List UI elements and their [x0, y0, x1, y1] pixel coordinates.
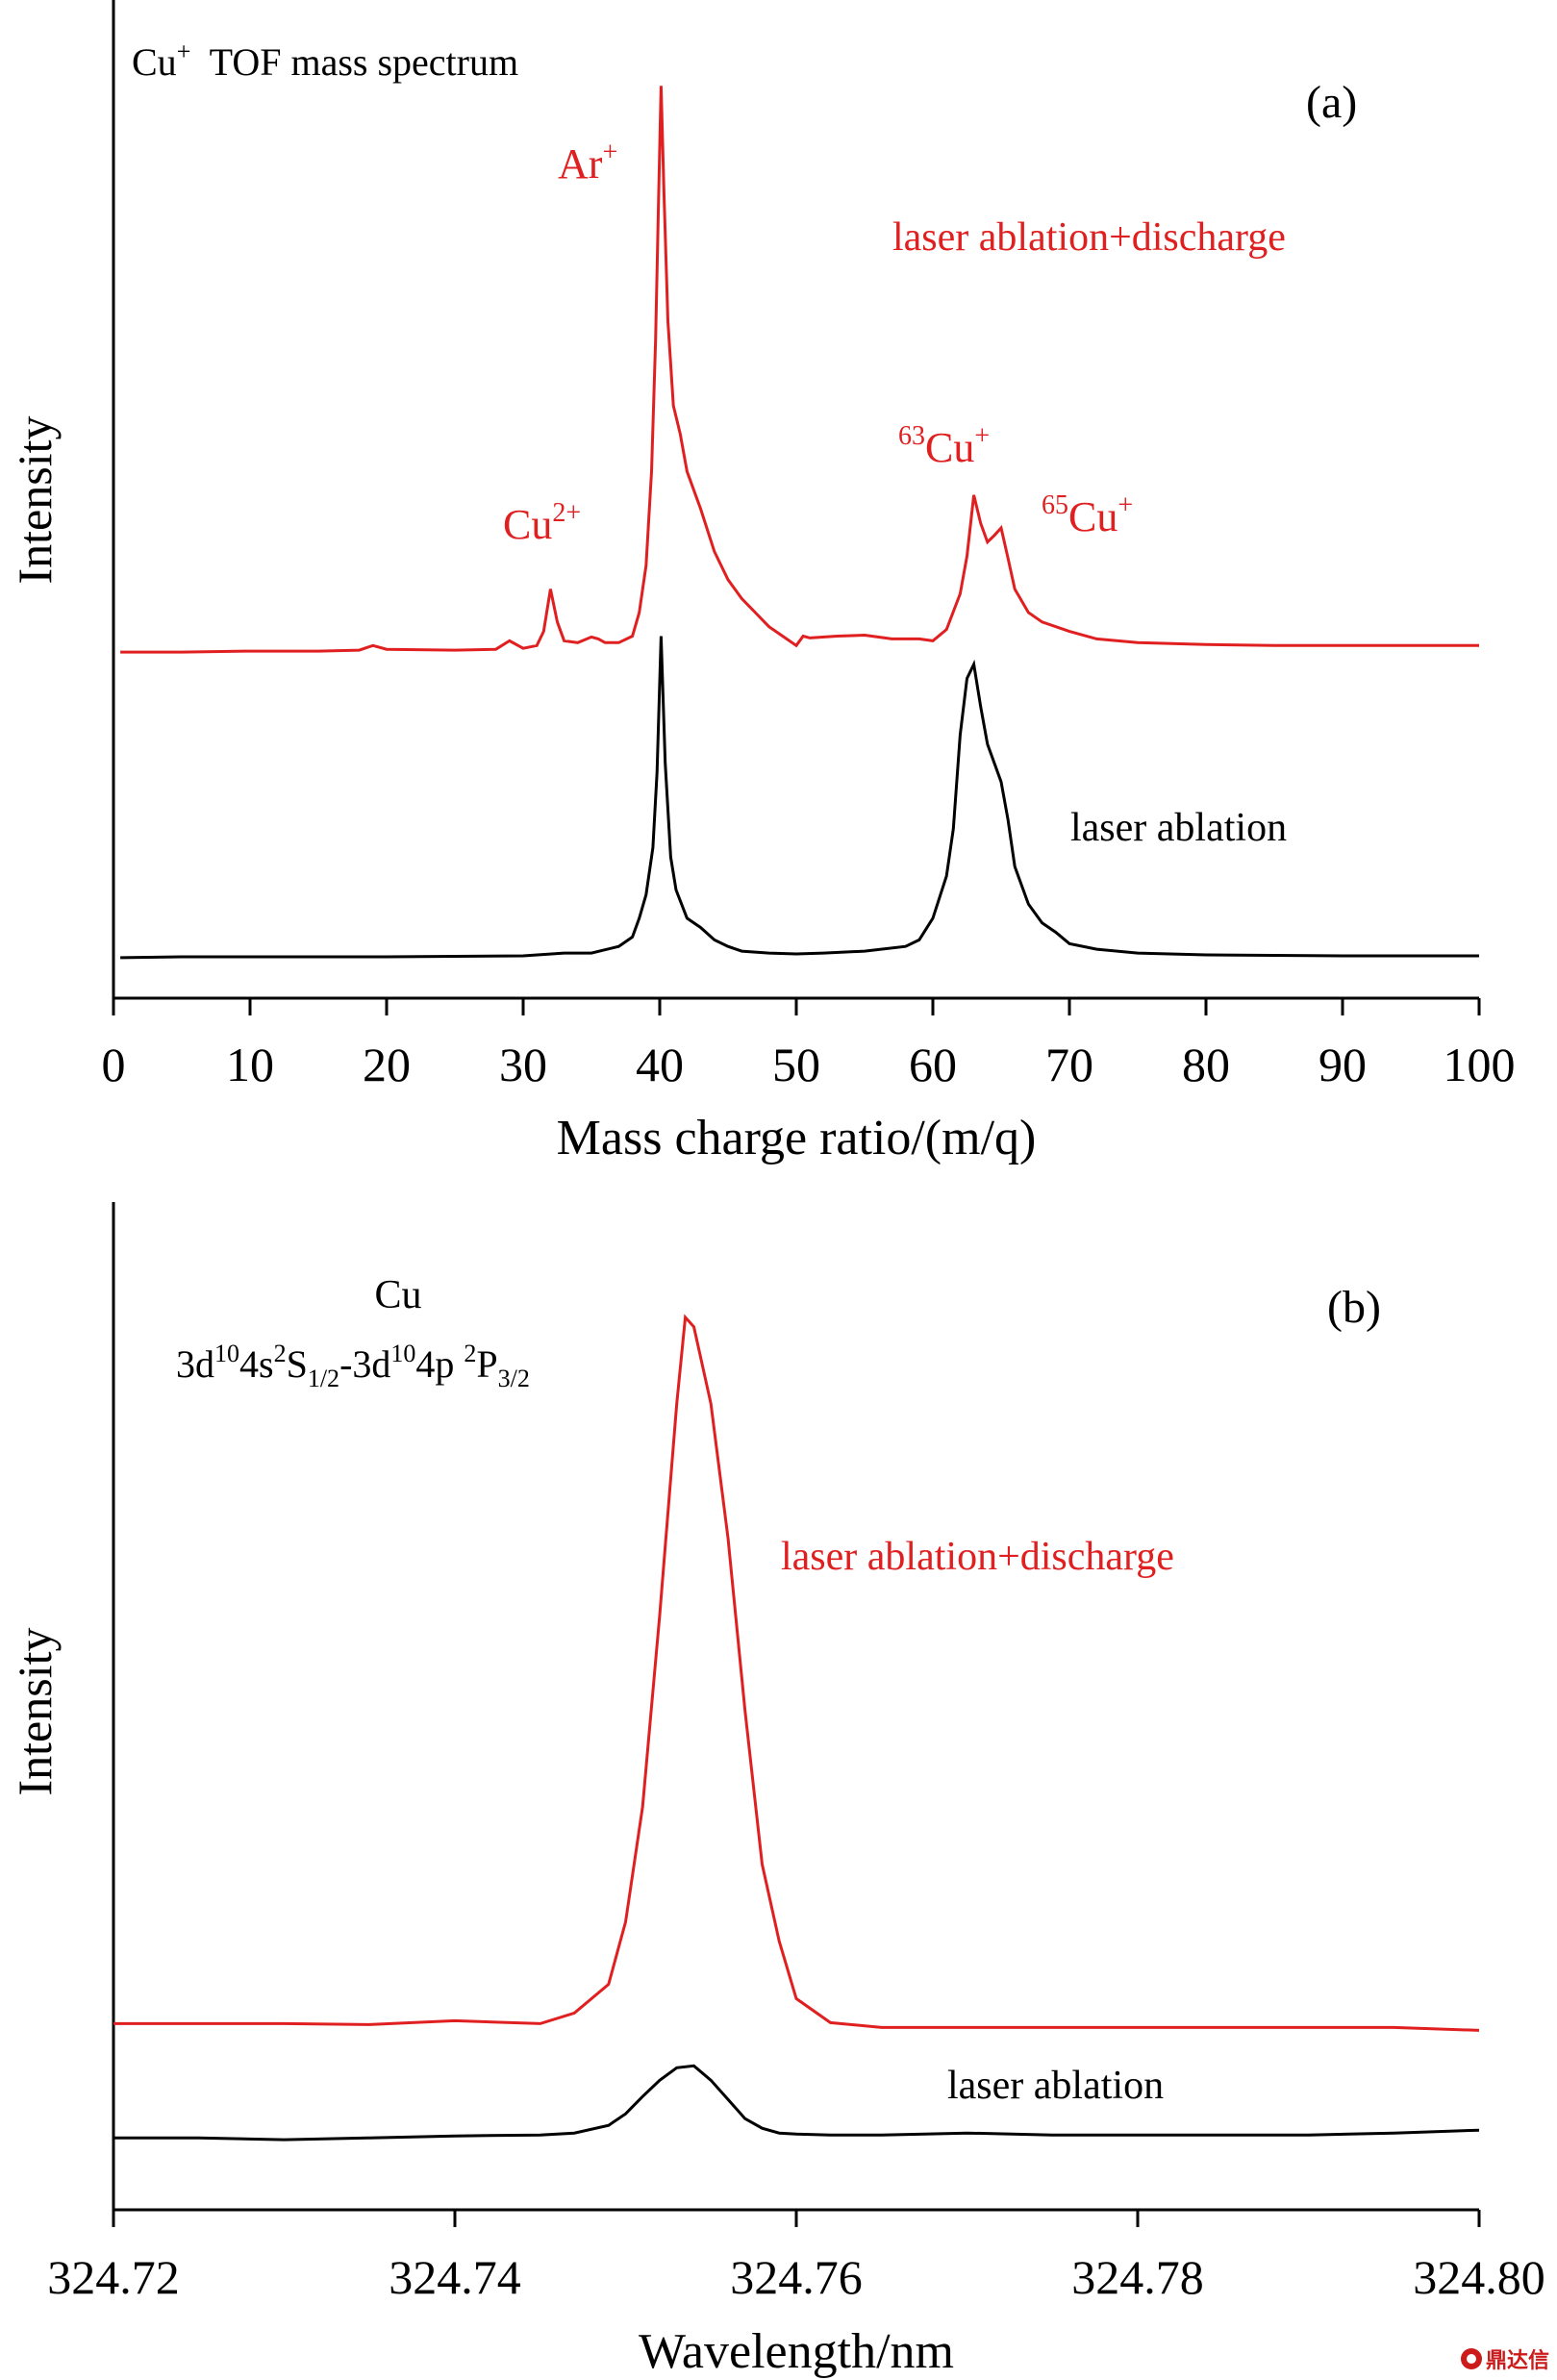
panel-a-x-tick-label: 20 — [363, 1038, 411, 1091]
panel-a-title: Cu+ TOF mass spectrum — [132, 38, 518, 84]
panel-b-x-tick-label: 324.72 — [47, 2250, 180, 2304]
watermark-text: 鼎达信 — [1485, 2349, 1549, 2373]
annotation-cu63-plus: 63Cu+ — [898, 421, 990, 471]
panel-b: 324.72 324.74 324.76 324.78 324.80 Cu 3d104s… — [8, 1202, 1545, 2379]
series-line-laser-ablation — [120, 636, 1479, 960]
annotation-transition: 3d104s2S1/2-3d104p 2P3/2 — [176, 1340, 530, 1392]
annotation-cu2-plus: Cu2+ — [503, 498, 581, 548]
panel-a: 0 10 20 30 40 50 60 70 80 90 100 Cu+ TOF mass spec… — [8, 0, 1516, 1165]
label-laser-ablation: laser ablation — [1070, 806, 1287, 850]
panel-a-x-tick-label: 100 — [1444, 1038, 1516, 1091]
panel-b-x-axis-title: Wavelength/nm — [639, 2324, 954, 2379]
panel-a-x-tick-label: 10 — [226, 1038, 274, 1091]
label-laser-ablation-discharge: laser ablation+discharge — [892, 215, 1286, 260]
annotation-ar-plus: Ar+ — [558, 138, 617, 188]
panel-a-x-tick-label: 60 — [909, 1038, 957, 1091]
panel-a-y-axis-title: Intensity — [8, 416, 62, 585]
annotation-cu65-plus: 65Cu+ — [1042, 490, 1133, 540]
panel-a-x-tick-label: 40 — [636, 1038, 684, 1091]
panel-b-x-tick-label: 324.78 — [1071, 2250, 1204, 2304]
panel-b-x-tick-label: 324.80 — [1413, 2250, 1545, 2304]
watermark-logo-icon — [1460, 2348, 1482, 2369]
label-laser-ablation: laser ablation — [947, 2064, 1164, 2108]
panel-a-x-tick-label: 70 — [1045, 1038, 1093, 1091]
panel-a-x-tick-label: 0 — [102, 1038, 126, 1091]
panel-b-x-tick-label: 324.76 — [730, 2250, 863, 2304]
label-laser-ablation-discharge: laser ablation+discharge — [781, 1535, 1174, 1579]
watermark: 鼎达信 — [1460, 2343, 1549, 2374]
annotation-element: Cu — [374, 1273, 421, 1317]
series-line-laser-ablation — [113, 2064, 1480, 2142]
panel-a-x-tick-label: 50 — [772, 1038, 820, 1091]
panel-b-label: (b) — [1327, 1282, 1381, 1333]
panel-b-y-axis-title: Intensity — [8, 1628, 62, 1796]
series-line-laser-ablation-discharge — [120, 86, 1479, 654]
series-line-laser-ablation-discharge — [113, 1314, 1480, 2032]
panel-b-x-tick-label: 324.74 — [389, 2250, 521, 2304]
panel-a-x-axis-title: Mass charge ratio/(m/q) — [557, 1111, 1037, 1165]
panel-a-x-tick-label: 90 — [1318, 1038, 1367, 1091]
panel-a-x-tick-label: 30 — [499, 1038, 547, 1091]
panel-a-x-tick-label: 80 — [1182, 1038, 1230, 1091]
panel-a-label: (a) — [1306, 77, 1357, 128]
